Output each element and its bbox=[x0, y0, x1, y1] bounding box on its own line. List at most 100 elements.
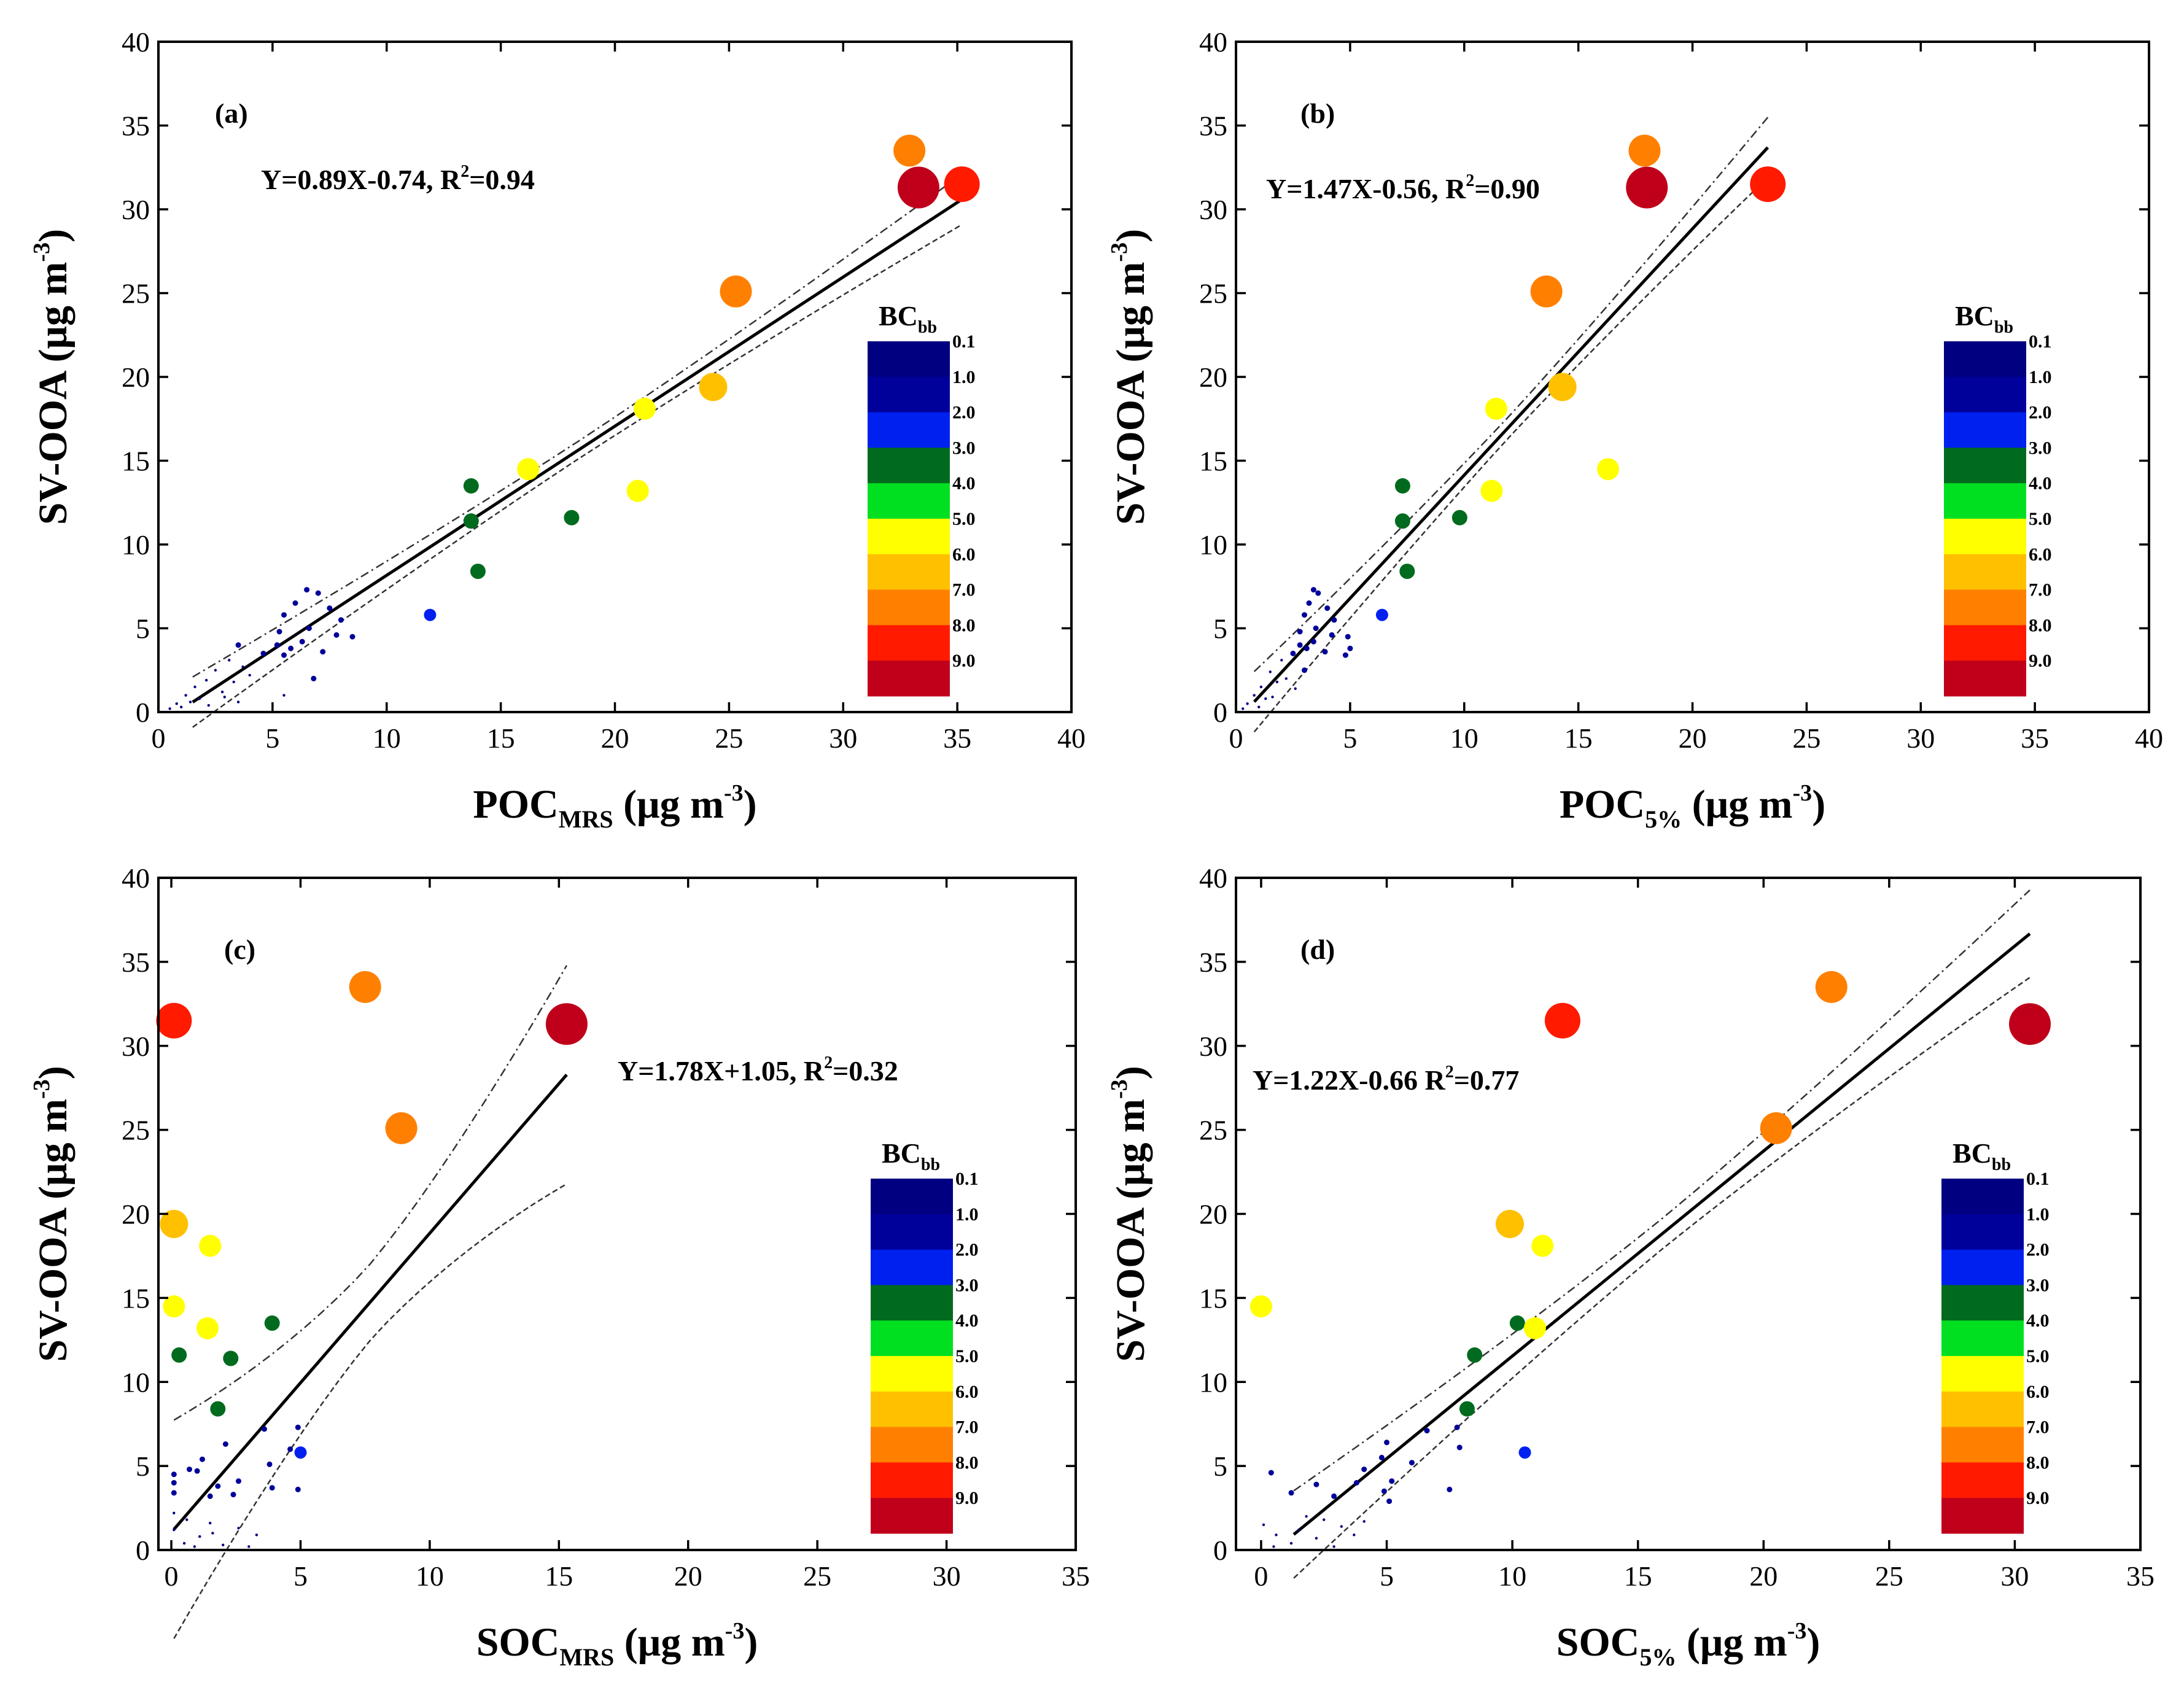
x-tick-label: 5 bbox=[1343, 723, 1357, 754]
data-point bbox=[1249, 1295, 1272, 1318]
data-point bbox=[1271, 696, 1274, 699]
y-tick-label: 40 bbox=[1199, 862, 1227, 894]
data-point bbox=[171, 1480, 177, 1486]
x-tick-label: 5 bbox=[1380, 1560, 1394, 1592]
upper-confidence-band bbox=[1253, 117, 1769, 672]
colorbar-label: 7.0 bbox=[955, 1417, 979, 1438]
y-tick-label: 15 bbox=[1199, 446, 1227, 477]
data-point bbox=[1597, 458, 1619, 481]
data-point bbox=[1306, 600, 1312, 606]
data-point bbox=[187, 1467, 192, 1473]
data-point bbox=[235, 642, 241, 648]
colorbar-segment bbox=[1941, 1249, 2024, 1285]
data-point bbox=[198, 697, 201, 700]
panel-c: 0.1 1.0 2.0 3.0 4.0 5.0 6.0 7.0 8.0 9.0 BCbb 0 5 10 15… bbox=[29, 862, 1090, 1671]
y-tick-label: 20 bbox=[122, 1199, 150, 1230]
data-point bbox=[1313, 1481, 1319, 1487]
colorbar-label: 8.0 bbox=[2026, 1452, 2050, 1473]
data-point bbox=[1275, 1533, 1278, 1536]
data-point bbox=[349, 634, 356, 640]
colorbar-segment bbox=[1941, 1179, 2024, 1215]
data-point bbox=[1628, 134, 1661, 167]
data-point bbox=[1262, 1523, 1265, 1527]
data-point bbox=[1297, 1529, 1300, 1532]
colorbar-segment bbox=[871, 1179, 953, 1215]
y-tick-label: 10 bbox=[122, 529, 150, 560]
colorbar-label: 1.0 bbox=[2026, 1204, 2050, 1225]
data-point bbox=[1399, 564, 1415, 579]
data-point bbox=[1496, 1209, 1524, 1238]
colorbar-label: 9.0 bbox=[952, 651, 976, 671]
y-tick-label: 30 bbox=[1199, 194, 1227, 225]
fit-equation: Y=1.78X+1.05, R2=0.32 bbox=[618, 1053, 898, 1087]
panel-label: (a) bbox=[215, 98, 248, 129]
data-point bbox=[255, 1533, 258, 1536]
data-point bbox=[1750, 166, 1786, 203]
data-point bbox=[1324, 605, 1331, 611]
data-point bbox=[193, 1545, 196, 1548]
y-tick-label: 40 bbox=[122, 26, 150, 58]
fit-equation: Y=1.22X-0.66 R2=0.77 bbox=[1253, 1063, 1519, 1096]
colorbar-segment bbox=[1944, 519, 2026, 555]
colorbar-segment bbox=[1941, 1427, 2024, 1463]
data-point bbox=[1315, 590, 1321, 596]
x-tick-label: 15 bbox=[1564, 723, 1593, 754]
x-tick-label: 35 bbox=[2126, 1560, 2155, 1592]
fit-line bbox=[173, 1074, 568, 1531]
data-point bbox=[1626, 166, 1668, 209]
data-point bbox=[222, 1543, 225, 1546]
data-point bbox=[1424, 1428, 1430, 1434]
y-tick-label: 35 bbox=[122, 947, 150, 978]
x-tick-label: 0 bbox=[1229, 723, 1243, 754]
colorbar-segment bbox=[1944, 448, 2026, 484]
colorbar-segment bbox=[868, 661, 950, 697]
x-tick-label: 5 bbox=[265, 723, 279, 754]
colorbar-segment bbox=[1944, 412, 2026, 448]
data-point bbox=[633, 397, 656, 420]
data-point bbox=[1530, 275, 1563, 308]
x-tick-label: 25 bbox=[1875, 1560, 1903, 1592]
data-point bbox=[1480, 479, 1503, 502]
fit-equation: Y=1.47X-0.56, R2=0.90 bbox=[1266, 171, 1540, 204]
data-point bbox=[517, 458, 540, 481]
colorbar-segment bbox=[871, 1391, 953, 1428]
colorbar-label: 6.0 bbox=[2026, 1382, 2050, 1402]
data-point bbox=[163, 1295, 185, 1318]
data-point bbox=[220, 691, 224, 694]
y-tick-label: 5 bbox=[1213, 1451, 1227, 1482]
colorbar-label: 0.1 bbox=[952, 331, 976, 352]
x-tick-label: 35 bbox=[1062, 1560, 1090, 1592]
data-point bbox=[185, 1518, 188, 1521]
x-tick-label: 5 bbox=[293, 1560, 308, 1592]
data-point bbox=[215, 1483, 221, 1489]
data-point bbox=[236, 700, 240, 703]
data-point bbox=[1284, 677, 1288, 680]
colorbar-title: BCbb bbox=[882, 1137, 940, 1174]
data-point bbox=[1518, 1446, 1531, 1459]
data-point bbox=[1310, 587, 1316, 593]
data-point bbox=[248, 673, 251, 677]
colorbar-label: 9.0 bbox=[2026, 1488, 2050, 1508]
colorbar-label: 8.0 bbox=[2029, 615, 2052, 635]
x-tick-label: 20 bbox=[674, 1560, 702, 1592]
y-axis-title: SV-OOA (μg m-3) bbox=[1106, 1066, 1153, 1362]
colorbar-label: 8.0 bbox=[952, 615, 976, 635]
data-point bbox=[893, 134, 926, 167]
data-point bbox=[720, 275, 752, 308]
colorbar-label: 9.0 bbox=[2029, 651, 2052, 671]
data-point bbox=[564, 510, 580, 525]
data-point bbox=[204, 678, 208, 682]
data-point bbox=[276, 629, 282, 635]
data-point bbox=[295, 1486, 301, 1492]
data-point bbox=[171, 1490, 177, 1496]
colorbar: 0.1 1.0 2.0 3.0 4.0 5.0 6.0 7.0 8.0 9.0 BCbb bbox=[1944, 300, 2052, 697]
colorbar-label: 2.0 bbox=[955, 1240, 979, 1260]
data-point bbox=[306, 626, 312, 631]
data-point bbox=[1347, 645, 1353, 651]
data-point bbox=[327, 605, 333, 611]
data-point bbox=[1485, 397, 1507, 420]
colorbar-label: 4.0 bbox=[2029, 473, 2052, 494]
data-point bbox=[338, 617, 344, 623]
colorbar: 0.1 1.0 2.0 3.0 4.0 5.0 6.0 7.0 8.0 9.0 BCbb bbox=[871, 1137, 979, 1534]
y-tick-label: 40 bbox=[122, 862, 150, 894]
